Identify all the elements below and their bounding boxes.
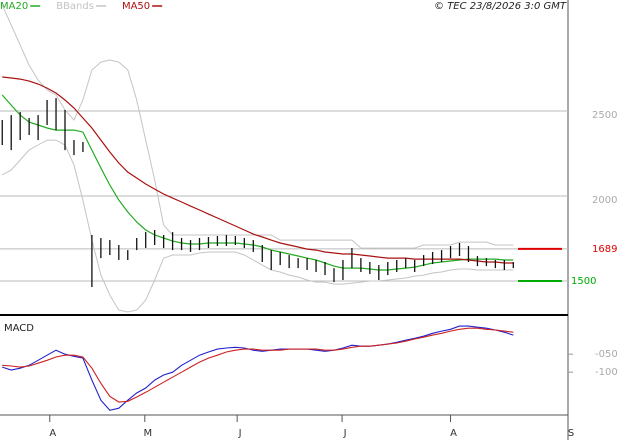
copyright: © TEC 23/8/2026 3:0 GMT	[434, 1, 567, 12]
x-tick-label: A	[450, 428, 457, 439]
y-tick-label: 2000	[592, 195, 617, 206]
macd-line	[2, 325, 514, 411]
legend-label: MA50	[122, 1, 150, 12]
x-tick-label: J	[343, 428, 347, 439]
y-tick-label: -050	[595, 349, 618, 360]
bband-lower	[1, 139, 514, 313]
plot-background	[0, 0, 568, 415]
x-tick-label: S	[568, 428, 574, 439]
level-label: 1689	[592, 244, 617, 255]
legend-label: BBands	[56, 1, 94, 12]
x-tick-label: J	[238, 428, 242, 439]
macd-title: MACD	[4, 323, 34, 334]
x-tick-label: M	[143, 428, 152, 439]
x-tick-label: A	[49, 428, 56, 439]
macd-line	[2, 327, 514, 403]
y-tick-label: -100	[595, 367, 618, 378]
moving-average	[2, 76, 514, 264]
moving-average	[1, 94, 514, 271]
legend-label: MA20	[0, 1, 28, 12]
y-tick-label: 2500	[592, 110, 617, 121]
level-label: 1500	[571, 276, 596, 287]
